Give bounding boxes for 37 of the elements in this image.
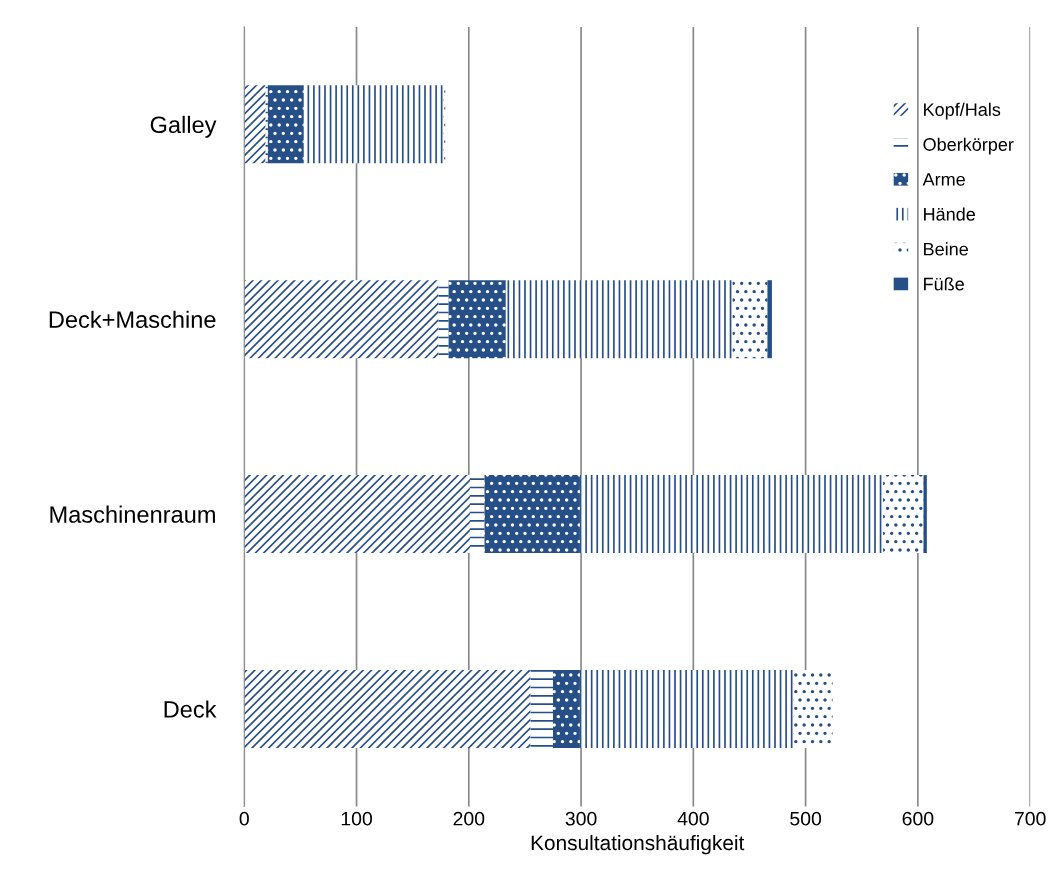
bar (530, 669, 553, 748)
legend-label: Kopf/Hals (924, 102, 1001, 120)
x-tick-label: 400 (677, 811, 709, 826)
bar (767, 280, 772, 359)
bar (579, 669, 794, 748)
legend-label: Beine (924, 242, 968, 256)
bar (244, 669, 531, 748)
bar (448, 280, 506, 359)
legend-label: Hände (924, 207, 975, 221)
x-tick-label: 200 (453, 811, 485, 826)
bar (244, 85, 266, 164)
x-tick-label: 700 (1014, 811, 1046, 826)
y-tick-label: Deck+Maschine (49, 310, 216, 328)
x-axis-title: Konsultationshäufigkeit (531, 834, 745, 855)
legend-label: Füße (924, 277, 964, 291)
x-tick-label: 100 (341, 811, 372, 826)
bar (267, 85, 304, 164)
y-tick-label: Galley (150, 115, 217, 138)
bar (553, 669, 580, 748)
bar (244, 475, 470, 554)
bar (244, 280, 439, 359)
bar (793, 669, 833, 748)
x-tick-label: 300 (565, 811, 597, 826)
bar (579, 475, 884, 554)
y-tick-label: Maschinenraum (50, 505, 215, 523)
x-tick-label: 0 (239, 811, 249, 826)
bar (505, 280, 733, 359)
bar (303, 85, 443, 164)
x-tick-label: 500 (790, 811, 822, 826)
legend-label: Arme (922, 173, 965, 186)
legend-label: Oberkörper (923, 137, 1014, 155)
x-tick-label: 600 (902, 811, 934, 826)
y-tick-label: Deck (164, 700, 217, 718)
bar (484, 475, 580, 554)
bar (923, 475, 927, 554)
bar (732, 280, 768, 359)
bar (883, 475, 924, 554)
